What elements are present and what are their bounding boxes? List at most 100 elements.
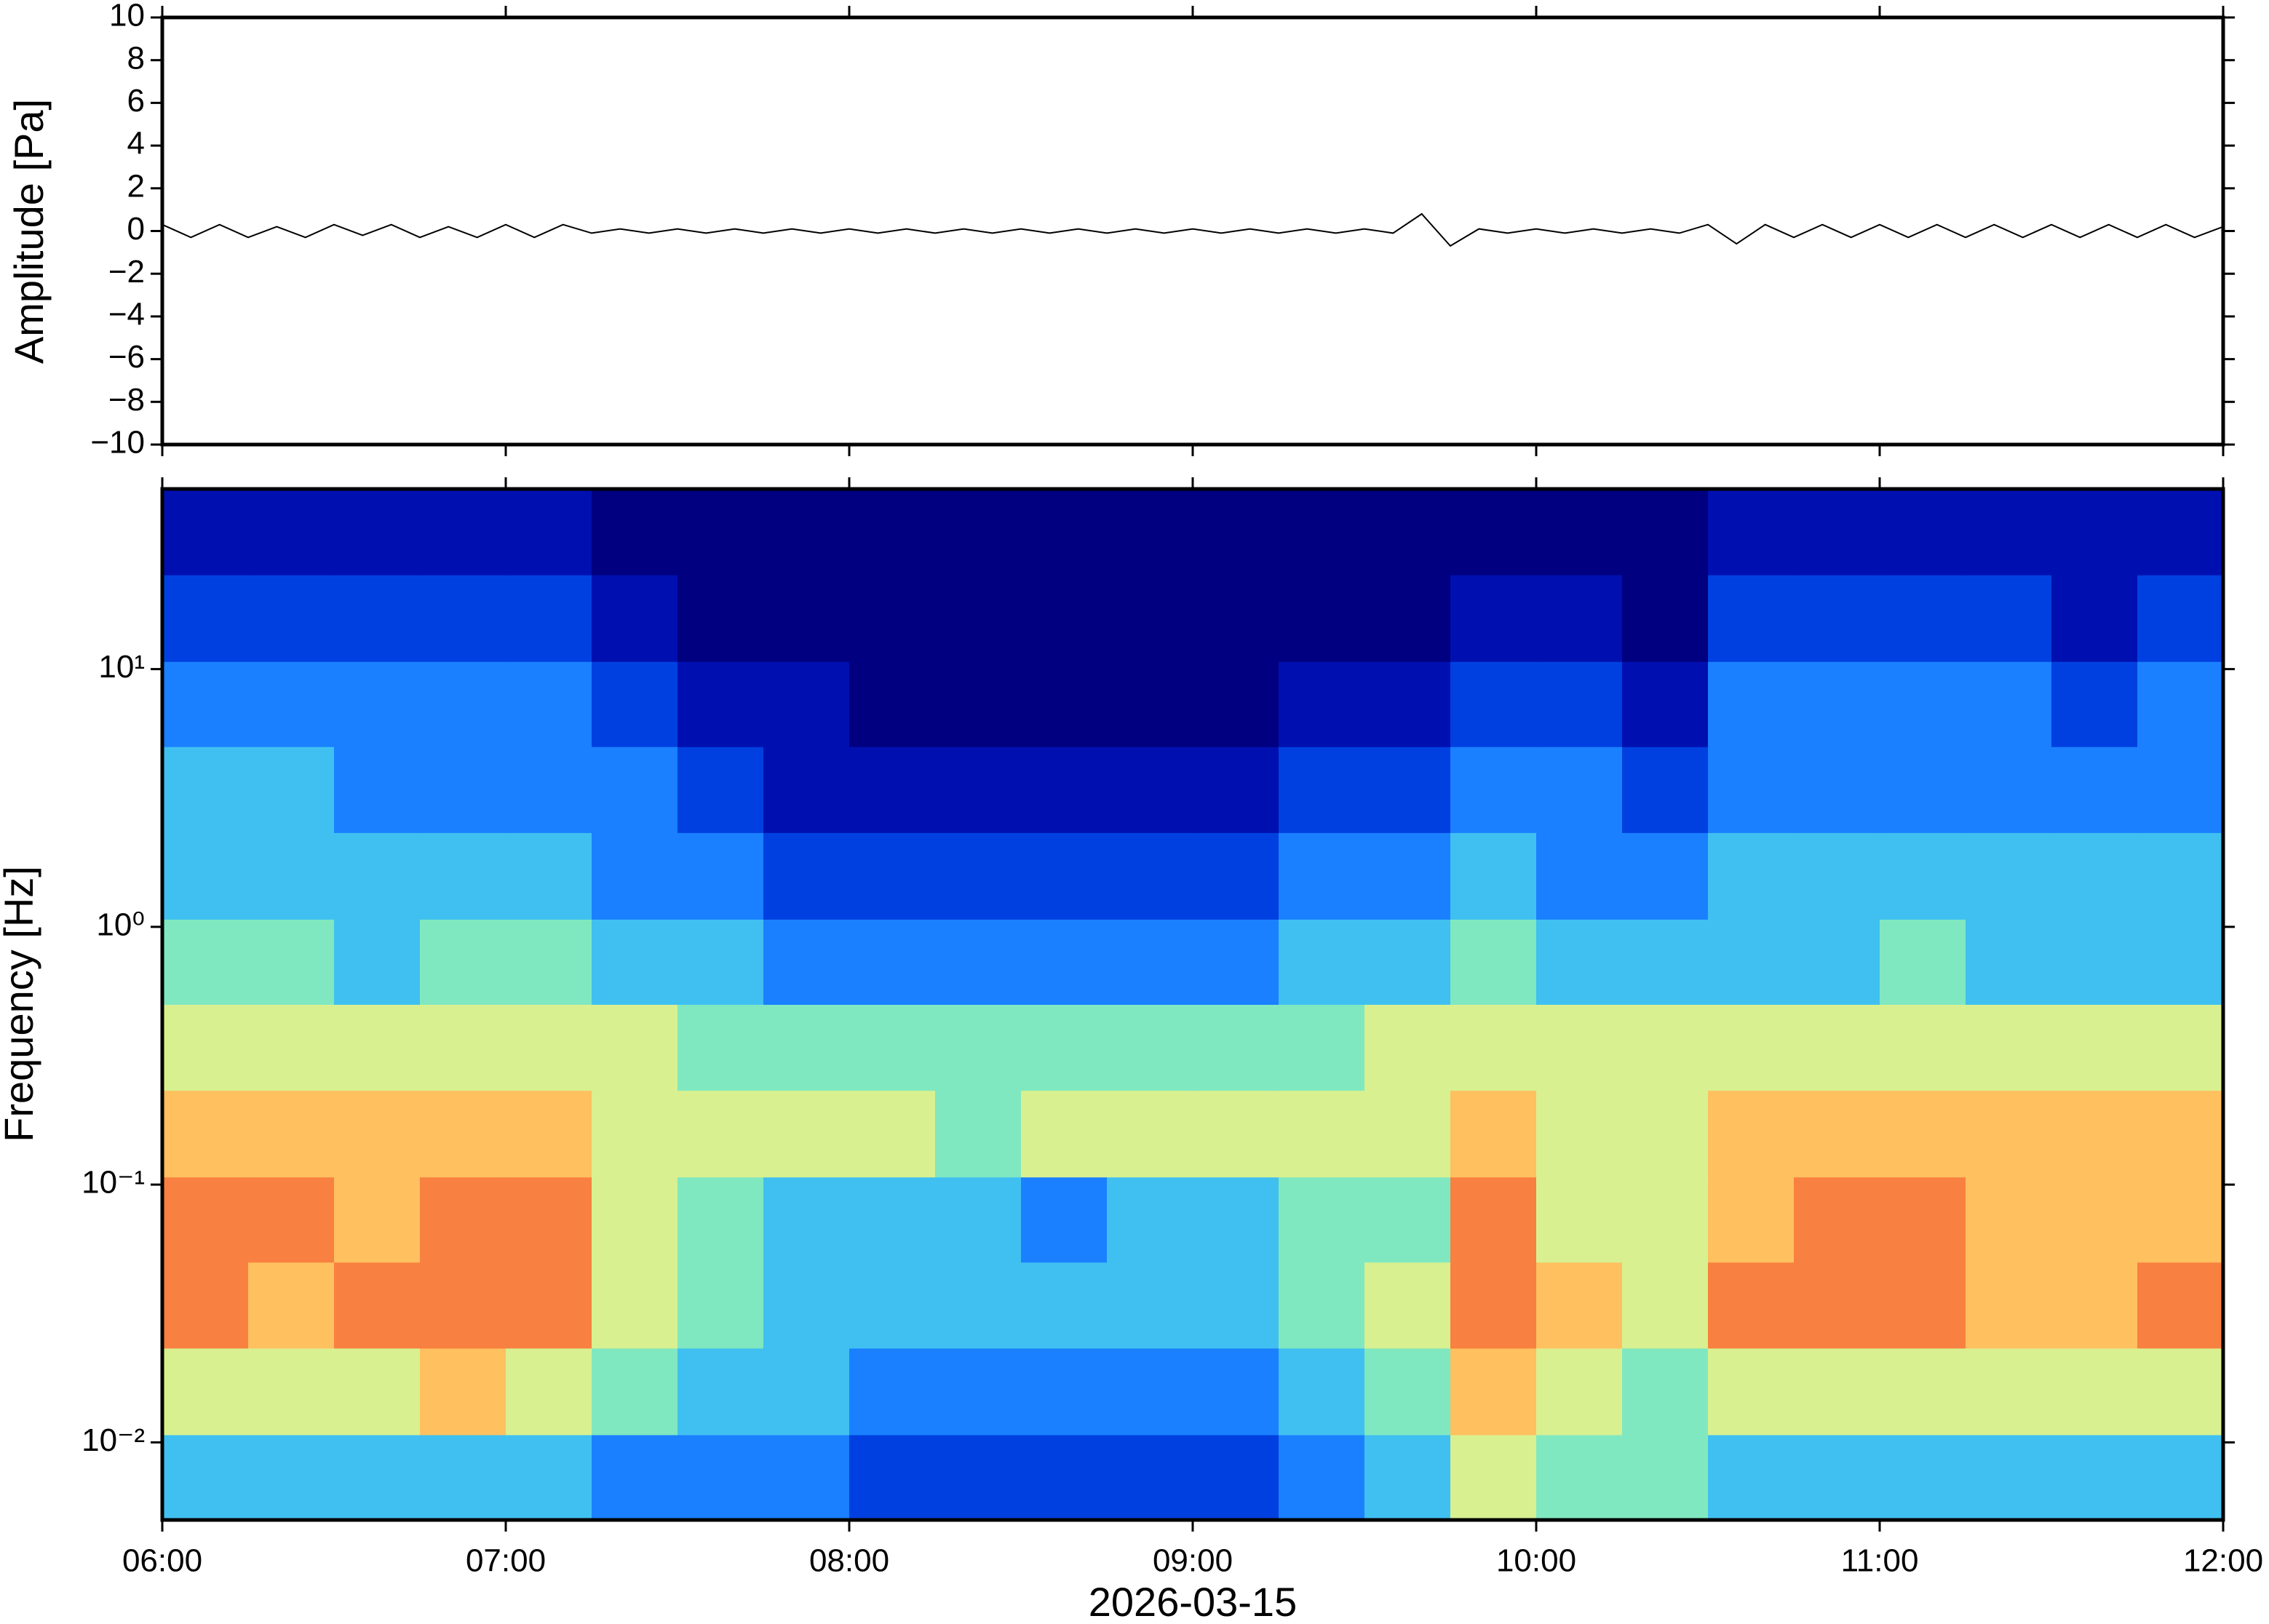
- heatmap-cell: [2051, 1090, 2138, 1178]
- heatmap-cell: [1536, 1090, 1623, 1178]
- heatmap-cell: [162, 661, 249, 747]
- heatmap-cell: [1279, 1434, 1365, 1521]
- heatmap-cell: [162, 489, 249, 576]
- heatmap-cell: [1536, 919, 1623, 1005]
- heatmap-cell: [592, 1262, 678, 1349]
- waveform: [162, 212, 2224, 247]
- heatmap-cell: [1880, 1348, 1966, 1436]
- heatmap-cell: [248, 1177, 335, 1263]
- heatmap-cell: [420, 919, 506, 1005]
- heatmap-cell: [763, 1262, 850, 1349]
- heatmap-cell: [1364, 1090, 1451, 1178]
- heatmap-cell: [334, 832, 421, 920]
- heatmap-cell: [248, 1434, 335, 1521]
- heatmap-cell: [1364, 1004, 1451, 1091]
- heatmap-cell: [849, 919, 936, 1005]
- heatmap-cell: [1622, 919, 1709, 1005]
- heatmap-cell: [1966, 489, 2052, 576]
- heatmap-cell: [1880, 661, 1966, 747]
- heatmap-cell: [1880, 919, 1966, 1005]
- heatmap-cell: [1021, 747, 1108, 833]
- heatmap-cell: [1193, 747, 1279, 833]
- heatmap-cell: [1193, 1434, 1279, 1521]
- heatmap-cell: [592, 1177, 678, 1263]
- heatmap-cell: [1794, 661, 1880, 747]
- x-tick-label: 12:00: [2183, 1543, 2263, 1579]
- heatmap-cell: [162, 832, 249, 920]
- y-tick-label: −4: [108, 297, 145, 333]
- heatmap-cell: [420, 832, 506, 920]
- heatmap-cell: [935, 489, 1022, 576]
- heatmap-cell: [1193, 1090, 1279, 1178]
- heatmap-cell: [1622, 1262, 1709, 1349]
- heatmap-cell: [248, 489, 335, 576]
- heatmap-cell: [1021, 661, 1108, 747]
- heatmap-cell: [2051, 1348, 2138, 1436]
- heatmap-cell: [2137, 1177, 2224, 1263]
- heatmap-cell: [1107, 661, 1193, 747]
- heatmap-cell: [1107, 919, 1193, 1005]
- heatmap-cell: [334, 1262, 421, 1349]
- heatmap-cell: [1021, 1434, 1108, 1521]
- heatmap-cell: [506, 1177, 592, 1263]
- heatmap-cell: [935, 1434, 1022, 1521]
- heatmap-cell: [1450, 747, 1537, 833]
- heatmap-cell: [1279, 1348, 1365, 1436]
- heatmap-cell: [592, 747, 678, 833]
- y-tick-label: 10⁻¹: [82, 1165, 145, 1201]
- heatmap-cell: [1450, 489, 1537, 576]
- heatmap-cell: [1622, 1004, 1709, 1091]
- heatmap-cell: [1021, 1090, 1108, 1178]
- heatmap-cell: [763, 1348, 850, 1436]
- heatmap-cell: [1622, 1434, 1709, 1521]
- heatmap-cell: [849, 1004, 936, 1091]
- heatmap-cell: [1279, 1004, 1365, 1091]
- x-axis-title: 2026-03-15: [1089, 1579, 1297, 1624]
- heatmap-cell: [677, 1004, 764, 1091]
- heatmap-cell: [420, 489, 506, 576]
- y-tick-label: −6: [108, 339, 145, 375]
- heatmap-cell: [1966, 1348, 2052, 1436]
- heatmap-cell: [1622, 832, 1709, 920]
- heatmap-cell: [2137, 1090, 2224, 1178]
- heatmap-cell: [1536, 1262, 1623, 1349]
- heatmap-cell: [1193, 1004, 1279, 1091]
- heatmap-cell: [506, 1090, 592, 1178]
- heatmap-cell: [1364, 747, 1451, 833]
- heatmap-cell: [334, 1348, 421, 1436]
- heatmap-cell: [2051, 1434, 2138, 1521]
- heatmap-cell: [1794, 1348, 1880, 1436]
- heatmap-cell: [1279, 1177, 1365, 1263]
- heatmap-cell: [677, 919, 764, 1005]
- heatmap-cell: [677, 661, 764, 747]
- heatmap-cell: [1794, 489, 1880, 576]
- heatmap-cell: [592, 1434, 678, 1521]
- heatmap-cell: [1880, 575, 1966, 662]
- heatmap-cell: [592, 1090, 678, 1178]
- heatmap-cell: [1794, 832, 1880, 920]
- heatmap-cell: [1966, 661, 2052, 747]
- heatmap-cell: [1021, 1348, 1108, 1436]
- heatmap-cell: [1622, 489, 1709, 576]
- heatmap-cell: [1536, 747, 1623, 833]
- x-tick-label: 06:00: [122, 1543, 202, 1579]
- heatmap-cell: [248, 575, 335, 662]
- heatmap-cell: [334, 919, 421, 1005]
- heatmap-cell: [334, 1090, 421, 1178]
- heatmap-cell: [2051, 1004, 2138, 1091]
- heatmap-cell: [849, 1177, 936, 1263]
- heatmap-cell: [1279, 489, 1365, 576]
- heatmap-cell: [1107, 747, 1193, 833]
- heatmap-cell: [1794, 1262, 1880, 1349]
- heatmap-cell: [1536, 832, 1623, 920]
- heatmap-cell: [1021, 1177, 1108, 1263]
- heatmap-cell: [1450, 661, 1537, 747]
- y-tick-label: −10: [90, 425, 145, 461]
- heatmap-cell: [763, 919, 850, 1005]
- heatmap-cell: [935, 1177, 1022, 1263]
- heatmap-cell: [420, 1262, 506, 1349]
- heatmap-cell: [1021, 1004, 1108, 1091]
- heatmap-cell: [1966, 1434, 2052, 1521]
- heatmap-cell: [592, 575, 678, 662]
